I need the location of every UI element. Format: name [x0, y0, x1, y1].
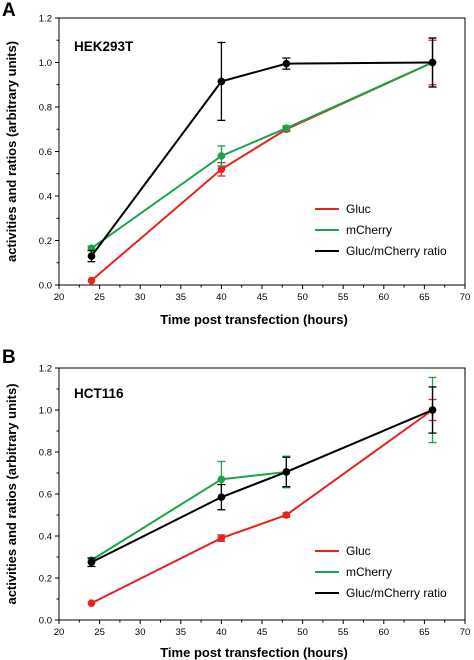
- panel-a: A 20 25 30 35 40 45 50 55 60 65 70 0.0 0.2 0.4 0.6 0.8 1.…: [2, 0, 470, 327]
- x-tick-label: 45: [257, 292, 268, 303]
- x-tick-label: 40: [216, 627, 227, 638]
- legend-label: Gluc/mCherry ratio: [346, 244, 447, 258]
- data-point: [428, 58, 437, 67]
- x-tick-label: 20: [54, 292, 65, 303]
- data-point: [217, 77, 226, 86]
- x-tick-label: 70: [460, 292, 471, 303]
- panel-b: B 20 25 30 35 40 45 50 55 60 65 70 0.0 0.2 0.4 0.6 0.8 1.…: [2, 347, 470, 660]
- y-tick-label: 0.6: [39, 147, 52, 158]
- data-point: [87, 252, 96, 260]
- data-point: [87, 599, 96, 607]
- series-line: [90, 61, 433, 257]
- data-point: [282, 124, 291, 132]
- data-point: [217, 534, 226, 542]
- y-tick-label: 1.0: [39, 406, 52, 417]
- y-tick-label: 0.8: [39, 103, 52, 114]
- series-line: [90, 61, 433, 250]
- y-tick-label: 0.8: [39, 448, 52, 459]
- y-axis-label: activities and ratios (arbitrary units): [4, 41, 19, 262]
- legend-label: Gluc: [346, 544, 371, 558]
- y-tick-label: 1.2: [39, 14, 52, 25]
- x-tick-label: 60: [379, 627, 390, 638]
- x-axis-label: Time post transfection (hours): [160, 645, 348, 660]
- legend-label: mCherry: [346, 565, 392, 579]
- x-tick-label: 50: [297, 627, 308, 638]
- data-point: [217, 165, 226, 174]
- data-point: [282, 468, 291, 476]
- x-axis-label: Time post transfection (hours): [160, 312, 348, 327]
- data-point: [87, 558, 96, 567]
- legend-label: mCherry: [346, 223, 392, 237]
- data-point: [87, 276, 96, 285]
- plot-frame: [58, 367, 466, 621]
- y-tick-label: 0.4: [39, 192, 52, 203]
- y-tick-label: 1.2: [39, 364, 52, 375]
- x-tick-label: 55: [338, 292, 349, 303]
- series-line: [91, 409, 433, 564]
- x-tick-label: 45: [257, 627, 268, 638]
- panel-letter: A: [2, 0, 16, 21]
- x-tick-label: 25: [94, 292, 105, 303]
- x-tick-label: 30: [135, 292, 146, 303]
- y-tick-label: 0.2: [39, 574, 52, 585]
- panel-letter: B: [2, 347, 16, 368]
- y-tick-label: 0.6: [39, 490, 52, 501]
- x-tick-label: 30: [135, 627, 146, 638]
- legend: Gluc mCherry Gluc/mCherry ratio: [315, 202, 447, 258]
- y-tick-label: 0.4: [39, 532, 52, 543]
- inset-label: HEK293T: [74, 39, 134, 54]
- x-tick-label: 60: [379, 292, 390, 303]
- legend-label: Gluc: [346, 202, 371, 216]
- data-point: [282, 511, 291, 519]
- x-tick-label: 65: [419, 292, 430, 303]
- x-tick-label: 50: [297, 292, 308, 303]
- x-tick-label: 55: [338, 627, 349, 638]
- data-point: [217, 493, 226, 501]
- series-1: [87, 376, 437, 564]
- x-tick-label: 35: [176, 627, 187, 638]
- y-tick-label: 0.0: [39, 616, 52, 627]
- series-line: [91, 409, 434, 605]
- inset-label: HCT116: [74, 386, 124, 401]
- x-tick-label: 25: [94, 627, 105, 638]
- legend: Gluc mCherry Gluc/mCherry ratio: [315, 544, 447, 600]
- x-tick-label: 40: [216, 292, 227, 303]
- data-point: [217, 475, 226, 484]
- series-2: [87, 37, 437, 263]
- series-2: [87, 386, 437, 568]
- data-point: [282, 59, 291, 68]
- legend-label: Gluc/mCherry ratio: [346, 586, 447, 600]
- y-tick-label: 0.2: [39, 236, 52, 247]
- data-point: [217, 152, 226, 160]
- x-tick-label: 35: [176, 292, 187, 303]
- data-point: [428, 406, 437, 414]
- x-tick-label: 70: [460, 627, 471, 638]
- y-tick-label: 1.0: [39, 58, 52, 69]
- x-tick-label: 20: [54, 627, 65, 638]
- y-axis-label: activities and ratios (arbitrary units): [4, 383, 19, 604]
- x-tick-label: 65: [419, 627, 430, 638]
- y-tick-label: 0.0: [39, 281, 52, 292]
